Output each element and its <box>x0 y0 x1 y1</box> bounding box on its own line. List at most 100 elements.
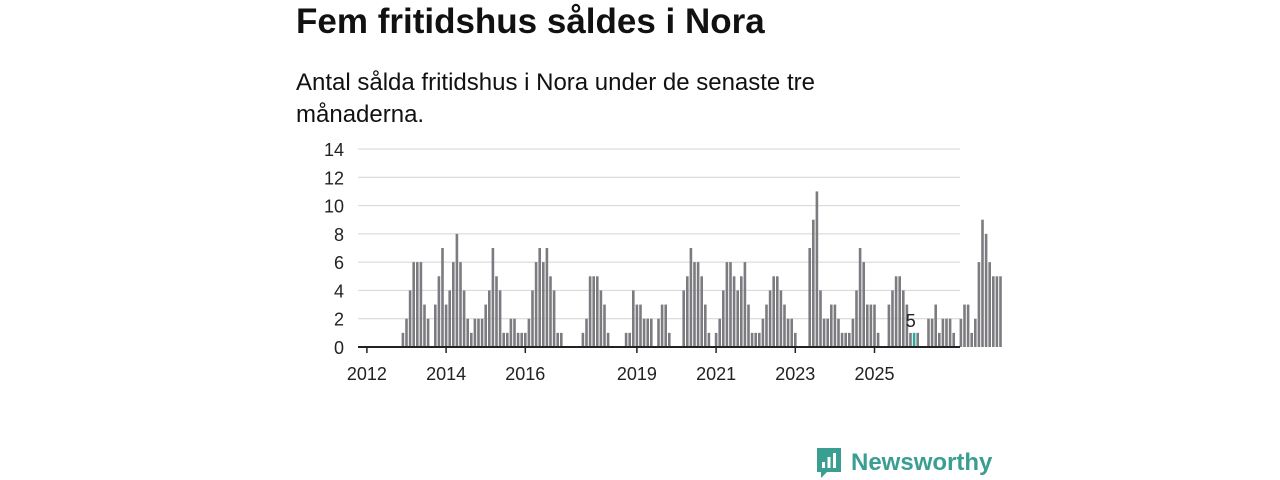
bar <box>725 262 729 347</box>
bar <box>596 276 599 347</box>
y-tick-label: 14 <box>324 140 344 160</box>
bar <box>707 332 711 347</box>
bar <box>876 332 880 347</box>
bar <box>639 304 642 347</box>
bar <box>747 304 750 347</box>
bar <box>401 332 405 347</box>
bar <box>840 332 844 347</box>
bar <box>628 332 631 347</box>
bar <box>682 290 685 347</box>
bar <box>905 304 909 347</box>
bar <box>657 318 660 347</box>
bar <box>916 332 919 347</box>
bar <box>426 318 430 347</box>
grid-lines <box>358 148 960 320</box>
bar <box>772 276 775 347</box>
bar <box>635 304 639 347</box>
bar <box>646 318 649 347</box>
bar <box>484 304 487 347</box>
bar <box>930 318 934 347</box>
bar <box>822 318 826 347</box>
bar <box>740 276 743 347</box>
bar <box>790 318 793 347</box>
bar <box>974 318 977 347</box>
bar <box>448 290 451 347</box>
bar <box>509 318 513 347</box>
y-tick-label: 6 <box>334 253 344 273</box>
chart-subtitle: Antal sålda fritidshus i Nora under de s… <box>296 69 815 128</box>
y-axis-ticks: 0 2 4 6 8 10 12 14 <box>324 140 344 358</box>
bar <box>527 318 531 347</box>
highlight-value-label: 5 <box>906 311 916 331</box>
bar <box>624 332 628 347</box>
bar <box>981 219 984 347</box>
bar <box>408 290 412 347</box>
bar <box>988 262 991 347</box>
bar <box>696 262 700 347</box>
bar <box>963 304 966 347</box>
bar <box>556 332 559 347</box>
bar <box>502 332 505 347</box>
bar <box>462 290 466 347</box>
bar <box>934 304 937 347</box>
y-tick-label: 10 <box>324 197 344 217</box>
x-tick-label: 2019 <box>617 364 657 384</box>
bar <box>480 318 484 347</box>
bar <box>844 332 847 347</box>
bar <box>999 276 1002 347</box>
bar <box>689 248 693 347</box>
bar <box>941 318 945 347</box>
bar <box>758 332 761 347</box>
bar <box>495 276 498 347</box>
bar <box>894 276 898 347</box>
bar <box>815 191 819 347</box>
bar <box>441 248 444 347</box>
chart-title: Fem fritidshus såldes i Nora <box>296 2 765 41</box>
x-tick-label: 2016 <box>505 364 545 384</box>
bar <box>405 318 408 347</box>
bar <box>686 276 689 347</box>
x-tick-label: 2021 <box>696 364 736 384</box>
y-tick-label: 2 <box>334 310 344 330</box>
bar <box>534 262 538 347</box>
bar <box>470 332 473 347</box>
bar <box>761 318 765 347</box>
bar <box>765 304 768 347</box>
bar <box>520 332 523 347</box>
bar <box>452 262 455 347</box>
bar <box>434 304 437 347</box>
bar <box>945 318 948 347</box>
bar <box>776 276 779 347</box>
bar <box>977 262 981 347</box>
bars <box>401 191 1002 347</box>
bar <box>754 332 757 347</box>
bar-chart: 0 2 4 6 8 10 12 14 2012 2014 2016 2019 2021 2023 2025… <box>324 140 1002 384</box>
bar <box>455 233 459 347</box>
bar <box>819 290 822 347</box>
bar <box>412 262 415 347</box>
y-tick-label: 4 <box>334 281 344 301</box>
bar <box>416 262 419 347</box>
bar <box>581 332 585 347</box>
bar <box>869 304 873 347</box>
bar <box>938 332 941 347</box>
bar <box>664 304 667 347</box>
bar <box>459 262 462 347</box>
bar <box>750 332 754 347</box>
newsworthy-logo[interactable]: Newsworthy <box>815 446 992 480</box>
bar <box>743 262 747 347</box>
bar <box>585 318 588 347</box>
bar <box>513 318 516 347</box>
y-tick-label: 8 <box>334 225 344 245</box>
bar <box>902 290 905 347</box>
x-tick-label: 2023 <box>775 364 815 384</box>
bar <box>632 290 635 347</box>
bar <box>732 276 736 347</box>
bar <box>866 304 869 347</box>
bar <box>833 304 837 347</box>
bar <box>714 332 718 347</box>
bar <box>552 290 556 347</box>
x-tick-label: 2014 <box>426 364 466 384</box>
bar <box>660 304 664 347</box>
x-tick-label: 2025 <box>854 364 894 384</box>
